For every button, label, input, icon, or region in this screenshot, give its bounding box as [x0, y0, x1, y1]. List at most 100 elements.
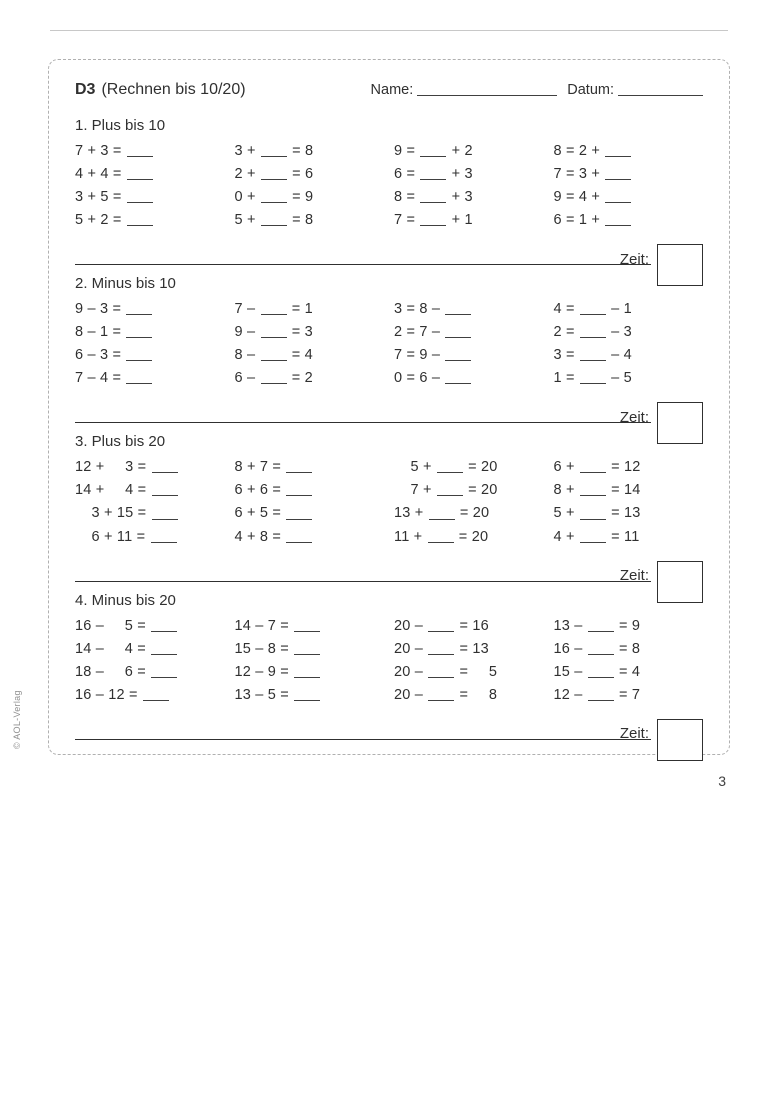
problem-text: 12 – 9 = — [235, 664, 294, 680]
answer-blank[interactable] — [588, 642, 614, 655]
answer-blank[interactable] — [588, 688, 614, 701]
problem-cell: 4 + = 11 — [554, 528, 704, 545]
answer-blank[interactable] — [580, 371, 606, 384]
problem-cell: 3 = 8 – — [394, 300, 544, 317]
date-input-line[interactable] — [618, 80, 703, 96]
problem-cell: 7 = 9 – — [394, 346, 544, 363]
answer-blank[interactable] — [420, 213, 446, 226]
answer-blank[interactable] — [420, 190, 446, 203]
section-separator — [75, 264, 651, 265]
problem-text: 2 = 7 – — [394, 324, 444, 340]
answer-blank[interactable] — [286, 460, 312, 473]
problem-cell: 6 – 3 = — [75, 346, 225, 363]
answer-blank[interactable] — [428, 688, 454, 701]
problem-text: 7 + — [394, 482, 436, 498]
answer-blank[interactable] — [294, 688, 320, 701]
problem-cell: 9 = 4 + — [554, 188, 704, 205]
answer-blank[interactable] — [420, 167, 446, 180]
answer-blank[interactable] — [580, 348, 606, 361]
time-box[interactable] — [657, 719, 703, 761]
answer-blank[interactable] — [445, 348, 471, 361]
answer-blank[interactable] — [151, 665, 177, 678]
answer-blank[interactable] — [294, 642, 320, 655]
answer-blank[interactable] — [429, 506, 455, 519]
answer-blank[interactable] — [126, 302, 152, 315]
answer-blank[interactable] — [151, 619, 177, 632]
answer-blank[interactable] — [127, 167, 153, 180]
problem-text: 7 = 9 – — [394, 347, 444, 363]
answer-blank[interactable] — [428, 665, 454, 678]
answer-blank[interactable] — [428, 619, 454, 632]
answer-blank[interactable] — [588, 665, 614, 678]
answer-blank[interactable] — [580, 483, 606, 496]
answer-blank[interactable] — [152, 460, 178, 473]
answer-blank[interactable] — [605, 144, 631, 157]
date-label: Datum: — [567, 82, 614, 98]
answer-blank[interactable] — [580, 460, 606, 473]
problem-text: = 9 — [615, 618, 640, 634]
answer-blank[interactable] — [445, 302, 471, 315]
problem-text: 20 – — [394, 641, 427, 657]
time-box[interactable] — [657, 402, 703, 444]
answer-blank[interactable] — [261, 190, 287, 203]
answer-blank[interactable] — [127, 144, 153, 157]
answer-blank[interactable] — [126, 348, 152, 361]
problem-text: 3 = 8 – — [394, 301, 444, 317]
answer-blank[interactable] — [437, 460, 463, 473]
answer-blank[interactable] — [152, 483, 178, 496]
answer-blank[interactable] — [286, 506, 312, 519]
problem-cell: 5 + = 8 — [235, 211, 385, 228]
answer-blank[interactable] — [127, 213, 153, 226]
problem-text: = 3 — [288, 324, 313, 340]
problem-text: 6 – 3 = — [75, 347, 125, 363]
answer-blank[interactable] — [445, 371, 471, 384]
time-box[interactable] — [657, 244, 703, 286]
time-row: Zeit: — [75, 238, 703, 280]
answer-blank[interactable] — [126, 325, 152, 338]
problem-cell: 7 = + 1 — [394, 211, 544, 228]
answer-blank[interactable] — [428, 530, 454, 543]
answer-blank[interactable] — [261, 213, 287, 226]
answer-blank[interactable] — [286, 483, 312, 496]
answer-blank[interactable] — [286, 530, 312, 543]
time-box[interactable] — [657, 561, 703, 603]
problem-cell: 6 = + 3 — [394, 165, 544, 182]
problem-text: = 8 — [288, 143, 313, 159]
answer-blank[interactable] — [151, 642, 177, 655]
problem-text: 5 + 2 = — [75, 212, 126, 228]
answer-blank[interactable] — [127, 190, 153, 203]
answer-blank[interactable] — [605, 190, 631, 203]
answer-blank[interactable] — [261, 302, 287, 315]
answer-blank[interactable] — [261, 167, 287, 180]
name-input-line[interactable] — [417, 80, 557, 96]
answer-blank[interactable] — [580, 506, 606, 519]
problem-cell: 16 – 5 = — [75, 617, 225, 634]
time-row: Zeit: — [75, 713, 703, 755]
answer-blank[interactable] — [605, 213, 631, 226]
answer-blank[interactable] — [261, 144, 287, 157]
problem-text: 20 – — [394, 664, 427, 680]
answer-blank[interactable] — [445, 325, 471, 338]
problem-cell: 9 – 3 = — [75, 300, 225, 317]
answer-blank[interactable] — [126, 371, 152, 384]
answer-blank[interactable] — [588, 619, 614, 632]
answer-blank[interactable] — [420, 144, 446, 157]
problem-text: = 13 — [455, 641, 489, 657]
problem-text: 2 + — [235, 166, 260, 182]
answer-blank[interactable] — [580, 325, 606, 338]
answer-blank[interactable] — [605, 167, 631, 180]
answer-blank[interactable] — [151, 530, 177, 543]
answer-blank[interactable] — [261, 325, 287, 338]
answer-blank[interactable] — [580, 302, 606, 315]
problem-cell: 14 + 4 = — [75, 481, 225, 498]
answer-blank[interactable] — [437, 483, 463, 496]
problem-text: 14 + 4 = — [75, 482, 151, 498]
answer-blank[interactable] — [261, 371, 287, 384]
answer-blank[interactable] — [261, 348, 287, 361]
answer-blank[interactable] — [152, 506, 178, 519]
answer-blank[interactable] — [294, 665, 320, 678]
answer-blank[interactable] — [143, 688, 169, 701]
answer-blank[interactable] — [294, 619, 320, 632]
answer-blank[interactable] — [428, 642, 454, 655]
answer-blank[interactable] — [580, 530, 606, 543]
